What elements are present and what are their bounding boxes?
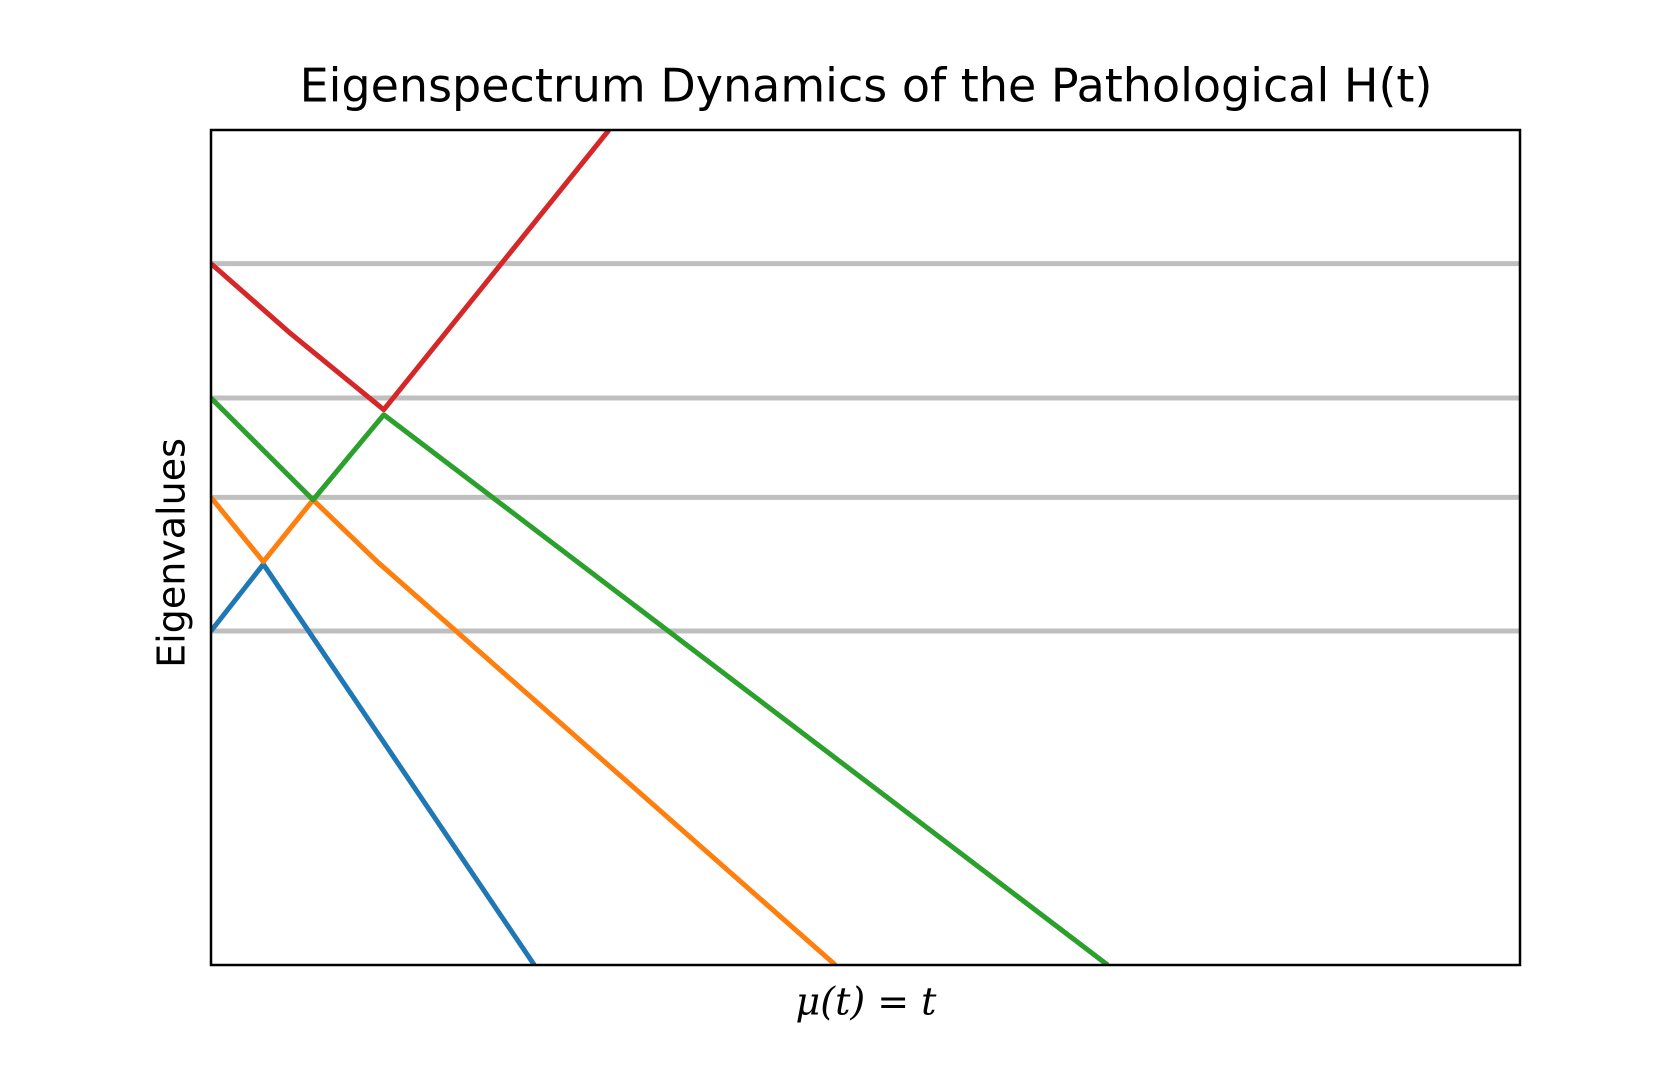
series-line	[211, 561, 537, 965]
series-group	[211, 130, 1520, 965]
plot-frame	[209, 128, 1522, 967]
plot-area	[209, 128, 1522, 967]
series-line	[211, 396, 1110, 965]
series-line	[211, 495, 838, 965]
y-axis-label: Eigenvalues	[150, 438, 194, 668]
x-axis-label: μ(t) = t	[796, 980, 938, 1024]
chart-title: Eigenspectrum Dynamics of the Pathologic…	[300, 59, 1433, 113]
series-line	[211, 130, 611, 413]
